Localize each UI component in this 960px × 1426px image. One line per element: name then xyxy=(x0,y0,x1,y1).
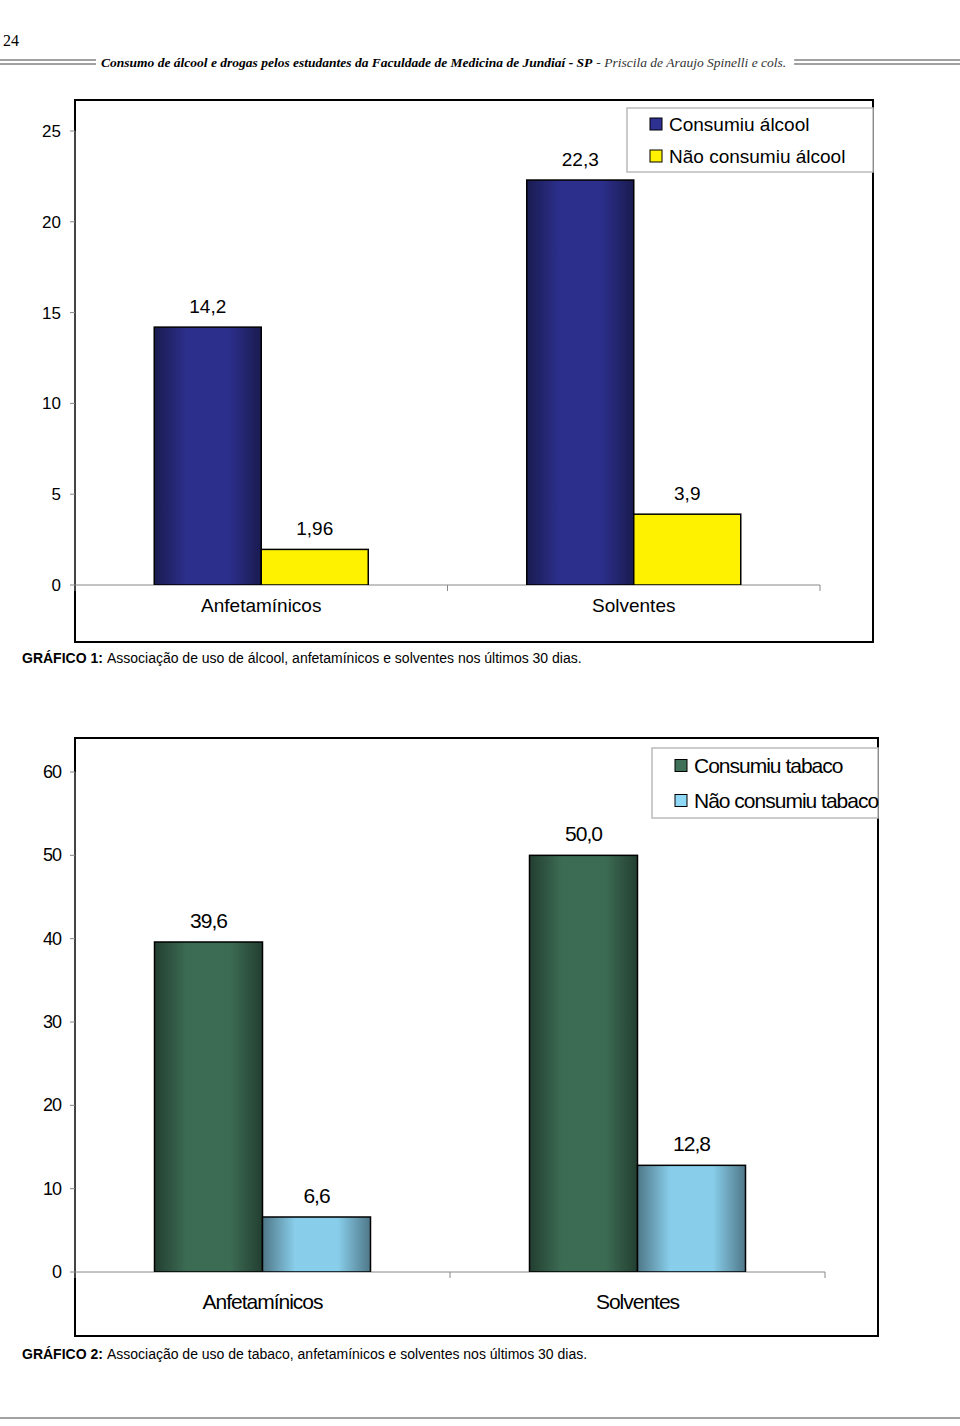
legend-swatch xyxy=(675,795,687,807)
bars xyxy=(155,855,746,1272)
bar xyxy=(155,942,263,1272)
y-tick xyxy=(70,1022,75,1023)
data-labels: 14,2 22,3 1,96 3,9 xyxy=(189,149,700,539)
chart-frame xyxy=(75,738,878,1336)
y-tick xyxy=(70,772,75,773)
y-tick xyxy=(70,131,75,132)
bar xyxy=(634,514,741,585)
page: 24 Consumo de álcool e drogas pelos estud… xyxy=(0,0,960,1426)
x-tick xyxy=(820,585,821,591)
legend: Consumiu álcool Não consumiu álcool xyxy=(627,108,873,172)
y-tick-label: 10 xyxy=(43,1179,62,1199)
bar-shade xyxy=(527,180,634,585)
caption-text: Associação de uso de álcool, anfetamínic… xyxy=(107,650,582,666)
bar-shade xyxy=(530,855,638,1272)
data-label: 22,3 xyxy=(562,149,599,170)
bar xyxy=(530,855,638,1272)
data-label: 14,2 xyxy=(189,296,226,317)
data-label: 50,0 xyxy=(565,822,602,845)
y-tick-label: 50 xyxy=(43,845,62,865)
bar-shade xyxy=(154,327,261,585)
data-label: 39,6 xyxy=(190,909,227,932)
y-tick-label: 10 xyxy=(42,394,61,413)
header-rule xyxy=(0,63,96,64)
legend-label: Não consumiu tabaco xyxy=(694,789,878,812)
legend-swatch xyxy=(675,760,687,772)
legend-label: Consumiu tabaco xyxy=(694,754,843,777)
bar xyxy=(154,327,261,585)
caption-label: GRÁFICO 1: xyxy=(22,650,103,666)
y-tick-label: 15 xyxy=(42,304,61,323)
bar-shade xyxy=(638,1165,746,1272)
x-tick xyxy=(450,1272,451,1278)
header-authors: - Priscila de Araujo Spinelli e cols. xyxy=(596,55,786,70)
legend-label: Não consumiu álcool xyxy=(669,146,845,167)
y-tick xyxy=(70,1188,75,1189)
y-tick xyxy=(70,585,75,586)
legend-label: Consumiu álcool xyxy=(669,114,809,135)
caption-label: GRÁFICO 2: xyxy=(22,1346,103,1362)
data-labels: 39,6 50,0 6,6 12,8 xyxy=(190,822,710,1207)
bar-shade xyxy=(155,942,263,1272)
bar-shade xyxy=(263,1217,371,1272)
data-label: 3,9 xyxy=(674,483,700,504)
caption: GRÁFICO 2:Associação de uso de tabaco, a… xyxy=(22,1346,587,1362)
legend: Consumiu tabaco Não consumiu tabaco xyxy=(652,748,878,818)
y-tick-label: 25 xyxy=(42,122,61,141)
category-label: Solventes xyxy=(592,595,675,616)
footer-rule xyxy=(0,1417,960,1418)
caption-text: Associação de uso de tabaco, anfetamínic… xyxy=(107,1346,587,1362)
header-rule xyxy=(794,63,960,64)
x-tick xyxy=(447,585,448,591)
data-label: 6,6 xyxy=(303,1184,330,1207)
bar xyxy=(263,1217,371,1272)
chart: 0 10 20 30 40 50 60 Anfetamínicos Solventes 39,6 5… xyxy=(22,738,878,1362)
x-tick xyxy=(75,585,76,591)
y-tick-label: 0 xyxy=(52,576,61,595)
y-tick xyxy=(70,494,75,495)
legend-box xyxy=(652,748,878,818)
x-tick xyxy=(75,1272,76,1278)
y-tick-label: 20 xyxy=(42,213,61,232)
header-rule xyxy=(794,59,960,60)
data-label: 1,96 xyxy=(296,518,333,539)
chart-frame xyxy=(75,100,873,642)
page-number: 24 xyxy=(3,32,19,49)
y-tick-label: 0 xyxy=(52,1262,62,1282)
y-tick-label: 30 xyxy=(43,1012,62,1032)
chart: 0 5 10 15 20 25 Anfetamínicos Solventes 14,2 22,3… xyxy=(22,100,873,666)
bar xyxy=(638,1165,746,1272)
data-label: 12,8 xyxy=(673,1132,710,1155)
y-axis xyxy=(75,131,76,585)
legend-swatch xyxy=(650,150,662,162)
y-tick xyxy=(70,1272,75,1273)
header-rule xyxy=(0,59,96,60)
legend-swatch xyxy=(650,118,662,130)
bars xyxy=(154,180,741,585)
x-tick xyxy=(825,1272,826,1278)
y-tick xyxy=(70,938,75,939)
header-title: Consumo de álcool e drogas pelos estudan… xyxy=(101,55,593,70)
legend-box xyxy=(627,108,873,172)
y-tick xyxy=(70,403,75,404)
y-tick-label: 60 xyxy=(43,762,62,782)
y-tick xyxy=(70,855,75,856)
caption: GRÁFICO 1:Associação de uso de álcool, a… xyxy=(22,650,582,666)
y-tick-label: 20 xyxy=(43,1095,62,1115)
y-tick xyxy=(70,1105,75,1106)
category-label: Anfetamínicos xyxy=(201,595,321,616)
y-tick-label: 40 xyxy=(43,929,62,949)
y-tick xyxy=(70,312,75,313)
category-label: Anfetamínicos xyxy=(202,1290,323,1313)
bar xyxy=(527,180,634,585)
category-label: Solventes xyxy=(596,1290,680,1313)
y-tick-label: 5 xyxy=(52,485,61,504)
y-tick xyxy=(70,221,75,222)
bar xyxy=(261,549,368,585)
